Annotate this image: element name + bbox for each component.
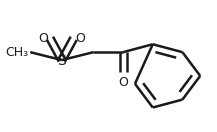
Text: O: O — [38, 32, 48, 45]
Text: CH₃: CH₃ — [5, 46, 28, 59]
Text: S: S — [58, 54, 66, 68]
Text: O: O — [76, 32, 85, 45]
Text: O: O — [118, 76, 128, 89]
